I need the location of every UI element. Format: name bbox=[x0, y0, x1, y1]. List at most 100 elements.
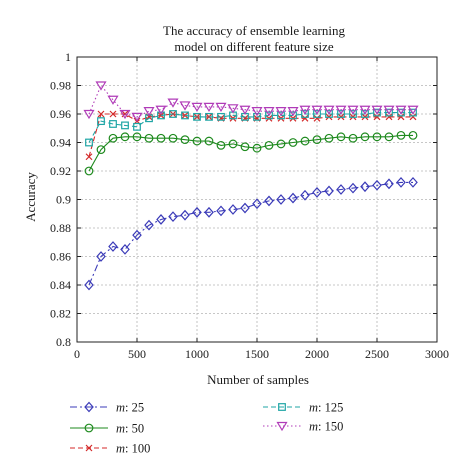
data-point-circle bbox=[84, 166, 94, 176]
data-point-circle bbox=[84, 423, 94, 433]
data-point-triangle bbox=[335, 105, 347, 115]
y-tick-label: 0.94 bbox=[50, 136, 71, 150]
data-point-square bbox=[313, 110, 321, 118]
data-point-diamond bbox=[96, 251, 106, 262]
data-point-triangle bbox=[227, 104, 239, 114]
data-point-triangle bbox=[371, 105, 383, 115]
chart-title-line-2: model on different feature size bbox=[174, 39, 334, 54]
data-point-circle bbox=[228, 139, 238, 149]
data-point-square bbox=[157, 111, 165, 120]
y-tick-label: 0.8 bbox=[56, 335, 71, 349]
y-tick-label: 0.98 bbox=[50, 79, 71, 93]
y-tick-label: 0.82 bbox=[50, 307, 71, 321]
data-point-triangle bbox=[347, 105, 359, 115]
data-point-diamond bbox=[192, 206, 202, 218]
series-layer bbox=[83, 81, 419, 291]
data-point-x bbox=[385, 113, 393, 121]
data-point-circle bbox=[216, 140, 226, 150]
data-point-diamond bbox=[372, 179, 382, 191]
data-point-diamond bbox=[336, 184, 346, 195]
axis-ticks: 0 500 1000 1500 2000 2500 3000 0.8 0.82 0.84 0.86 0… bbox=[50, 50, 449, 361]
data-point-square bbox=[253, 112, 261, 121]
data-point-diamond bbox=[324, 185, 334, 197]
y-tick-label: 0.92 bbox=[50, 164, 71, 178]
legend-label: m: 150 bbox=[309, 420, 343, 434]
data-point-triangle bbox=[203, 102, 215, 113]
data-point-diamond bbox=[108, 241, 118, 252]
data-point-triangle bbox=[359, 105, 371, 115]
data-point-square bbox=[205, 112, 213, 121]
data-point-circle bbox=[132, 132, 142, 142]
data-point-circle bbox=[252, 143, 262, 153]
legend-label: m: 25 bbox=[116, 401, 144, 415]
data-point-circle bbox=[336, 132, 346, 142]
data-point-circle bbox=[192, 136, 202, 146]
data-point-triangle bbox=[251, 107, 263, 117]
legend: m: 25 m: 50 m: 100 m: 125 m: 150 bbox=[70, 401, 343, 456]
data-point-square bbox=[193, 112, 201, 121]
data-point-circle bbox=[156, 133, 166, 143]
x-tick-label: 2500 bbox=[365, 347, 389, 361]
x-tick-label: 500 bbox=[128, 347, 146, 361]
series-line bbox=[88, 113, 413, 157]
data-point-circle bbox=[408, 130, 418, 140]
x-axis-label: Number of samples bbox=[207, 372, 309, 387]
data-point-circle bbox=[144, 133, 154, 143]
y-tick-label: 1 bbox=[65, 50, 71, 64]
data-point-diamond bbox=[132, 229, 142, 241]
data-point-square bbox=[277, 111, 285, 120]
data-point-circle bbox=[180, 135, 190, 145]
data-point-diamond bbox=[84, 401, 94, 413]
legend-label: m: 100 bbox=[116, 442, 150, 456]
series-line bbox=[88, 134, 413, 172]
data-point-x bbox=[313, 114, 321, 122]
data-point-diamond bbox=[168, 211, 178, 223]
data-point-square bbox=[109, 120, 117, 128]
data-point-square bbox=[217, 112, 225, 121]
data-point-square bbox=[361, 110, 369, 118]
data-point-triangle bbox=[287, 107, 299, 117]
data-point-triangle bbox=[191, 102, 203, 113]
data-point-diamond bbox=[216, 205, 226, 217]
data-point-circle bbox=[264, 140, 274, 150]
data-point-circle bbox=[360, 132, 370, 142]
series-150 bbox=[83, 81, 419, 123]
y-tick-label: 0.9 bbox=[56, 193, 71, 207]
data-point-diamond bbox=[240, 202, 250, 214]
data-point-x bbox=[109, 110, 117, 118]
data-point-triangle bbox=[276, 421, 288, 432]
data-point-circle bbox=[108, 133, 118, 143]
data-point-square bbox=[278, 403, 286, 411]
data-point-diamond bbox=[84, 279, 94, 291]
data-point-x bbox=[97, 110, 105, 118]
series-line bbox=[88, 112, 413, 143]
data-point-triangle bbox=[143, 107, 155, 117]
series-50 bbox=[84, 130, 418, 176]
data-point-circle bbox=[96, 145, 106, 155]
data-point-diamond bbox=[312, 186, 322, 198]
data-point-diamond bbox=[384, 178, 394, 190]
data-point-diamond bbox=[300, 189, 310, 201]
data-point-diamond bbox=[396, 176, 406, 188]
data-point-diamond bbox=[156, 214, 166, 225]
data-point-triangle bbox=[155, 105, 167, 115]
x-tick-label: 1000 bbox=[185, 347, 209, 361]
data-point-square bbox=[97, 117, 105, 126]
data-point-circle bbox=[204, 136, 214, 146]
series-line bbox=[88, 181, 413, 286]
data-point-circle bbox=[276, 139, 286, 149]
data-point-triangle bbox=[83, 109, 95, 120]
data-point-diamond bbox=[204, 206, 214, 218]
data-point-circle bbox=[396, 130, 406, 140]
data-point-triangle bbox=[299, 105, 311, 115]
data-point-triangle bbox=[179, 101, 191, 111]
data-point-triangle bbox=[239, 105, 251, 115]
data-point-triangle bbox=[407, 105, 419, 115]
series-25 bbox=[84, 176, 418, 291]
legend-entry-125: m: 125 bbox=[263, 401, 343, 415]
data-point-x bbox=[373, 113, 381, 121]
data-point-x bbox=[409, 113, 417, 121]
data-point-diamond bbox=[348, 182, 358, 194]
data-point-triangle bbox=[275, 107, 287, 117]
